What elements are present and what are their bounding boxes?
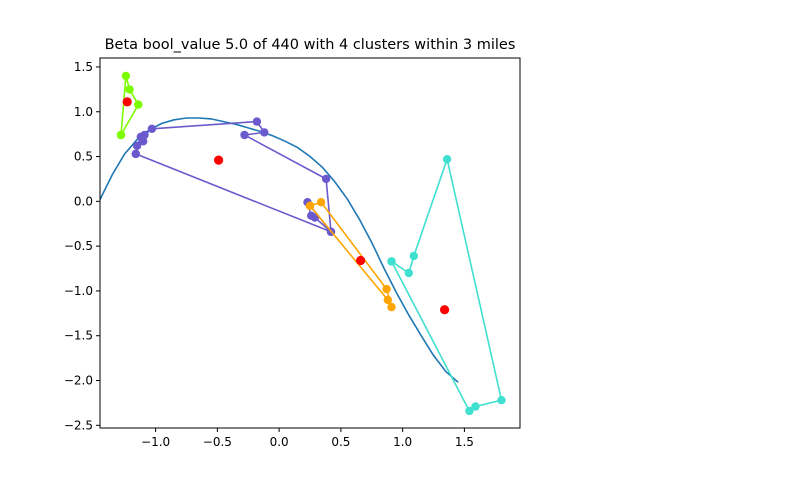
cluster-3-point xyxy=(383,295,392,305)
y-tick-label: −0.5 xyxy=(64,239,93,253)
curve-line xyxy=(100,117,459,383)
cluster-4-point xyxy=(442,155,452,164)
cluster-3-point xyxy=(316,198,326,207)
y-tick-label: 1.0 xyxy=(74,105,93,119)
cluster-2-point xyxy=(132,141,142,150)
cluster-4-point xyxy=(465,406,474,416)
cluster-2-point xyxy=(252,117,262,126)
y-tick-label: −2.0 xyxy=(64,374,93,388)
cluster-2-point xyxy=(131,149,140,159)
cluster-3-centroid xyxy=(356,255,366,266)
y-tick-label: 0.0 xyxy=(74,194,93,208)
cluster-3-point xyxy=(305,201,315,210)
cluster-2-point xyxy=(260,128,269,137)
x-tick-label: −1.0 xyxy=(141,435,170,449)
cluster-2-path xyxy=(135,120,334,234)
cluster-2-point xyxy=(139,137,148,146)
x-tick-label: −0.5 xyxy=(203,435,232,449)
cluster-2-point xyxy=(240,130,249,140)
cluster-3-point xyxy=(387,302,396,312)
x-tick-label: 1.0 xyxy=(393,435,412,449)
cluster-3-point xyxy=(382,284,391,294)
plot-area xyxy=(100,71,506,416)
cluster-4-point xyxy=(409,251,418,261)
y-tick-label: 1.5 xyxy=(74,60,93,74)
cluster-2-point xyxy=(140,130,149,140)
cluster-3-path xyxy=(309,201,393,308)
cluster-4-point xyxy=(404,268,413,278)
cluster-2-centroid xyxy=(214,155,224,165)
cluster-4-point xyxy=(471,402,480,411)
x-axis: −1.0 −0.5 0.0 0.5 1.0 1.5 xyxy=(141,428,474,449)
x-tick-label: 0.5 xyxy=(331,435,350,449)
cluster-1-point xyxy=(125,85,134,94)
x-tick-label: 0.0 xyxy=(270,435,289,449)
cluster-2-point xyxy=(307,211,316,220)
y-tick-label: −1.0 xyxy=(64,284,93,298)
chart-title: Beta bool_value 5.0 of 440 with 4 cluste… xyxy=(105,37,516,53)
y-tick-label: −1.5 xyxy=(64,329,93,343)
y-tick-label: 0.5 xyxy=(74,150,93,164)
cluster-4-path xyxy=(390,156,503,413)
cluster-2-point xyxy=(147,124,157,133)
cluster-4-point xyxy=(387,257,396,266)
plot-frame xyxy=(99,57,521,429)
cluster-4-point xyxy=(497,396,506,405)
cluster-2-point xyxy=(321,174,331,184)
cluster-1-point xyxy=(134,100,143,109)
x-tick-label: 1.5 xyxy=(455,435,474,449)
cluster-4-centroid xyxy=(440,305,450,315)
y-tick-label: −2.5 xyxy=(64,418,93,432)
y-axis: −2.5 −2.0 −1.5 −1.0 −0.5 0.0 0.5 1.0 1.5 xyxy=(64,60,100,432)
cluster-1-point xyxy=(116,130,126,140)
cluster-1-point xyxy=(121,71,131,81)
cluster-1-centroid xyxy=(122,97,132,107)
